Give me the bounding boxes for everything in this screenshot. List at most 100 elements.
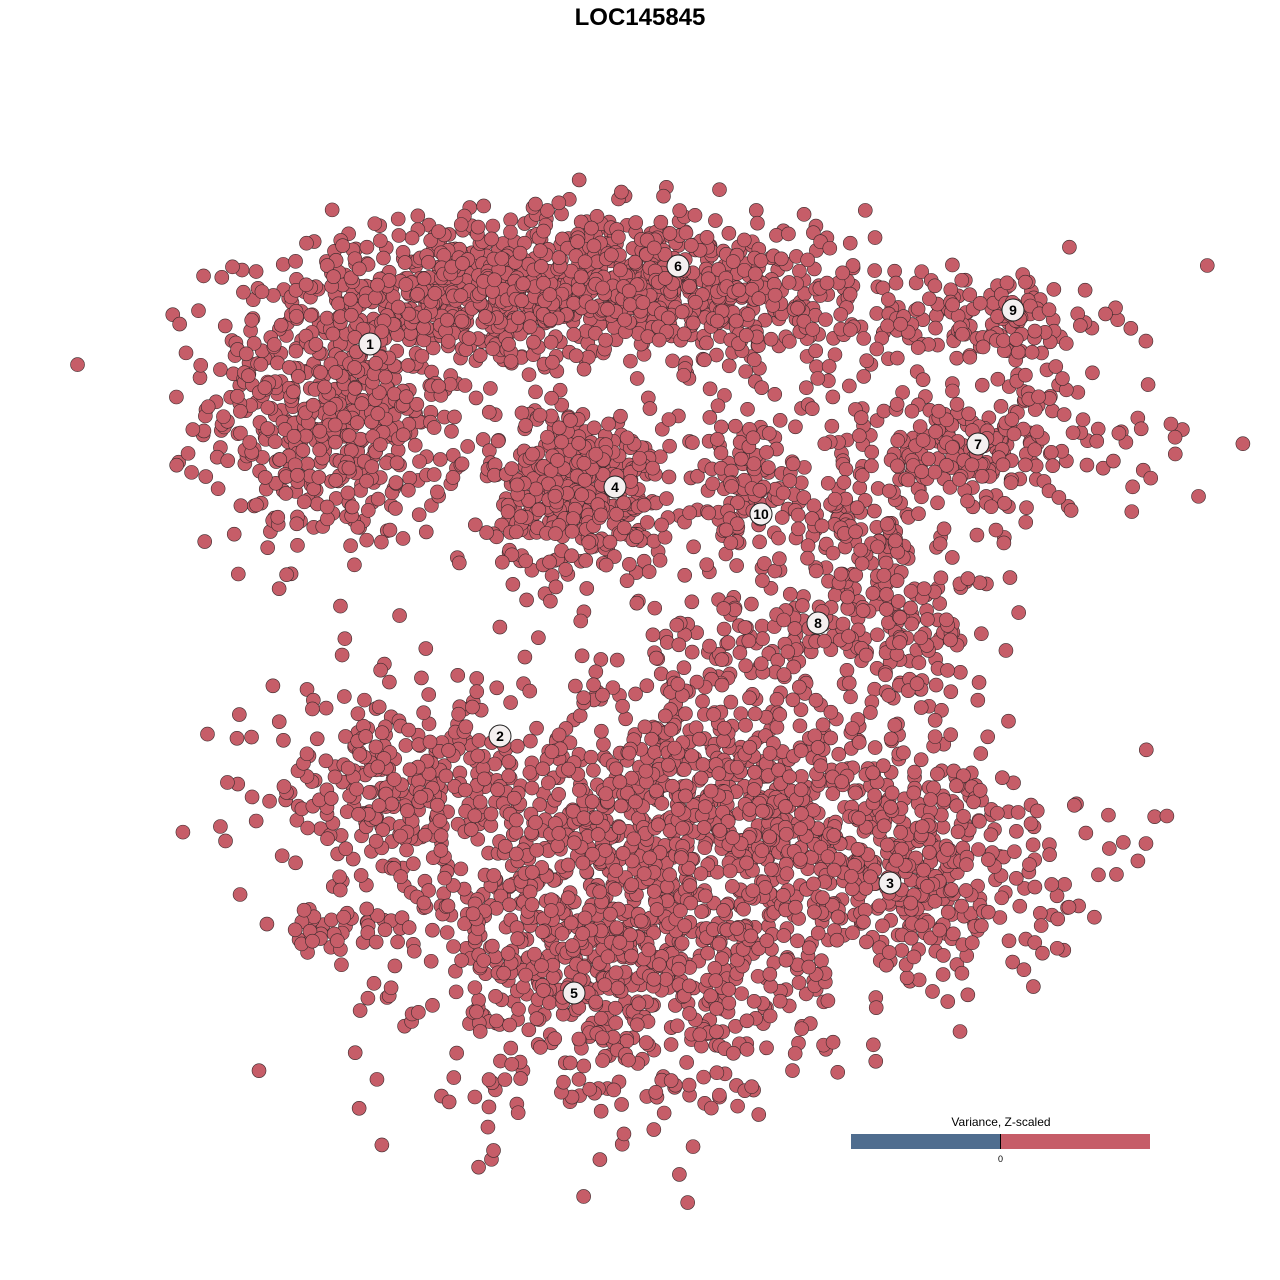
data-point-cluster-10 — [659, 491, 674, 506]
data-point-cluster-5 — [571, 1031, 587, 1047]
data-point-cluster-5 — [564, 938, 580, 953]
data-point-cluster-4 — [616, 495, 632, 511]
data-point-cluster-6 — [368, 290, 383, 305]
data-point-cluster-5 — [646, 1122, 662, 1137]
data-point-cluster-1 — [404, 230, 420, 246]
data-point-cluster-5 — [366, 976, 382, 991]
data-point-cluster-5 — [583, 749, 599, 765]
data-point-cluster-4 — [514, 405, 530, 421]
data-point-cluster-5 — [525, 864, 540, 880]
data-point-cluster-5 — [575, 926, 590, 941]
data-point-cluster-10 — [723, 535, 739, 551]
data-point-cluster-7 — [1163, 416, 1179, 432]
data-point-cluster-5 — [709, 1001, 724, 1016]
data-point-cluster-5 — [572, 708, 588, 724]
data-point-cluster-6 — [503, 212, 518, 228]
data-point-cluster-2 — [357, 692, 372, 708]
data-point-cluster-6 — [570, 234, 585, 249]
data-point-cluster-5 — [467, 808, 483, 824]
data-point-cluster-7 — [824, 418, 840, 434]
data-point-cluster-5 — [467, 980, 483, 995]
data-point-cluster-3 — [678, 788, 693, 804]
data-point-cluster-7 — [945, 383, 960, 399]
data-point-cluster-6 — [712, 182, 727, 197]
data-point-cluster-10 — [728, 418, 743, 434]
data-point-cluster-5 — [649, 902, 665, 917]
data-point-cluster-1 — [454, 456, 470, 472]
data-point-cluster-5 — [368, 833, 384, 849]
data-point-cluster-5 — [814, 953, 829, 969]
data-point-cluster-9 — [949, 350, 965, 366]
data-point-cluster-5 — [707, 960, 723, 976]
data-point-cluster-5 — [695, 757, 711, 772]
data-point-cluster-7 — [1063, 503, 1079, 518]
data-point-cluster-5 — [454, 953, 469, 968]
data-point-cluster-6 — [672, 203, 687, 218]
data-point-cluster-2 — [332, 882, 348, 898]
data-point-cluster-7 — [1045, 458, 1061, 473]
data-point-cluster-8 — [806, 498, 822, 513]
data-point-cluster-6 — [400, 358, 416, 373]
data-point-cluster-4 — [642, 401, 658, 416]
data-point-cluster-5 — [522, 765, 538, 780]
data-point-cluster-1 — [260, 540, 275, 555]
data-point-cluster-5 — [595, 1053, 610, 1068]
data-point-cluster-2 — [334, 957, 349, 973]
data-point-cluster-5 — [738, 658, 753, 673]
data-point-cluster-8 — [887, 533, 903, 549]
data-point-cluster-9 — [972, 295, 988, 311]
data-point-cluster-1 — [311, 470, 327, 485]
data-point-cluster-1 — [197, 534, 213, 549]
data-point-cluster-10 — [838, 461, 854, 477]
data-point-cluster-1 — [344, 499, 360, 515]
data-point-cluster-8 — [933, 570, 949, 586]
data-point-cluster-6 — [709, 313, 725, 329]
data-point-cluster-4 — [619, 430, 635, 446]
data-point-cluster-5 — [739, 1042, 755, 1057]
data-point-cluster-2 — [351, 807, 366, 822]
data-point-cluster-5 — [631, 996, 647, 1012]
data-point-cluster-2 — [457, 782, 473, 798]
data-point-cluster-7 — [1079, 457, 1095, 473]
data-point-cluster-6 — [401, 306, 417, 322]
data-point-cluster-5 — [508, 824, 524, 840]
data-point-cluster-1 — [299, 682, 315, 697]
data-point-cluster-2 — [377, 922, 393, 938]
data-point-cluster-5 — [612, 774, 628, 790]
data-point-cluster-10 — [718, 522, 734, 538]
data-point-cluster-5 — [501, 768, 516, 784]
data-point-cluster-6 — [808, 343, 824, 359]
data-point-cluster-6 — [699, 230, 715, 245]
data-point-cluster-7 — [993, 399, 1009, 414]
data-point-cluster-1 — [260, 400, 276, 415]
data-point-cluster-1 — [184, 465, 199, 480]
data-point-cluster-1 — [418, 524, 434, 540]
data-point-cluster-5 — [641, 942, 656, 958]
data-point-cluster-10 — [705, 476, 720, 491]
data-point-cluster-8 — [974, 626, 989, 642]
data-point-cluster-6 — [721, 226, 737, 241]
data-point-cluster-1 — [468, 390, 484, 406]
data-point-cluster-5 — [501, 754, 517, 769]
data-point-cluster-1 — [370, 491, 386, 507]
data-point-cluster-4 — [564, 548, 579, 563]
data-point-cluster-9 — [910, 340, 926, 355]
data-point-cluster-6 — [729, 313, 744, 329]
data-point-cluster-6 — [651, 332, 667, 348]
data-point-cluster-1 — [270, 509, 286, 525]
data-point-cluster-4 — [564, 524, 580, 539]
data-point-cluster-5 — [730, 1098, 745, 1114]
data-point-cluster-2 — [406, 856, 421, 871]
data-point-cluster-5 — [614, 1097, 629, 1112]
data-point-cluster-7 — [915, 432, 931, 448]
data-point-cluster-9 — [842, 322, 858, 338]
data-point-cluster-5 — [511, 1001, 526, 1017]
data-point-cluster-5 — [608, 863, 624, 878]
data-point-cluster-6 — [533, 243, 548, 259]
data-point-cluster-1 — [322, 401, 338, 416]
data-point-cluster-2 — [309, 731, 325, 747]
data-point-cluster-6 — [782, 334, 797, 349]
data-point-cluster-7 — [890, 458, 905, 474]
data-point-cluster-7 — [961, 406, 977, 422]
